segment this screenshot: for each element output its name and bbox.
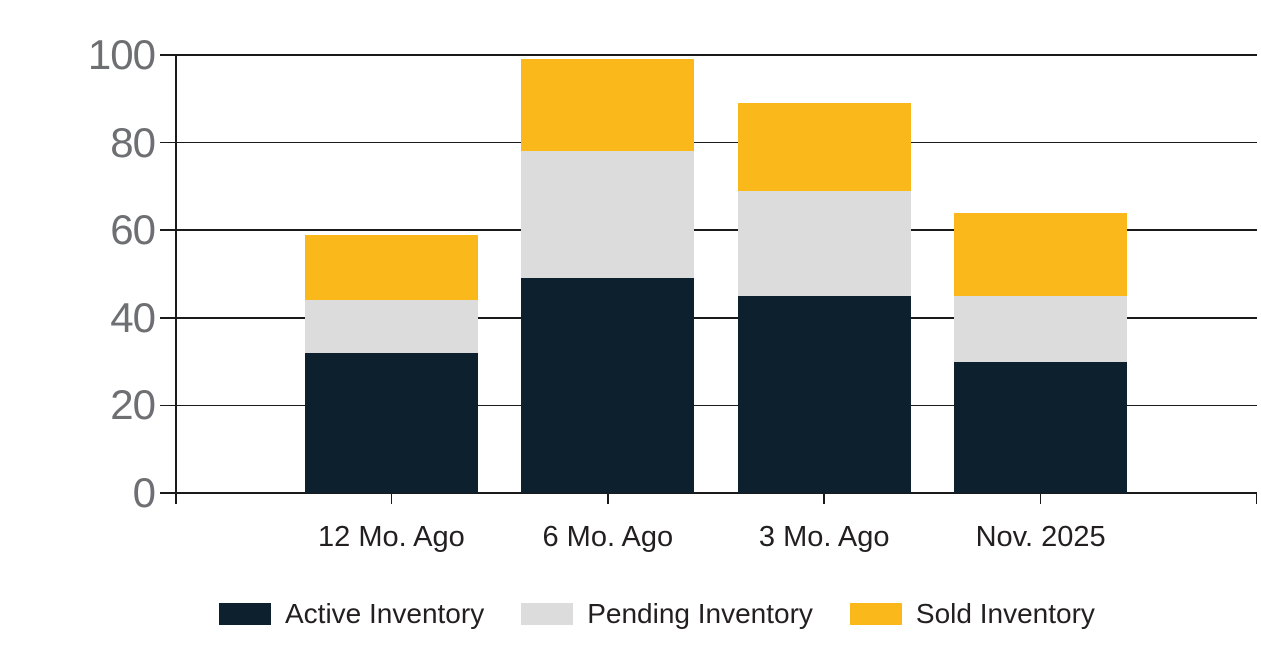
- gridline-y-80: [160, 141, 1257, 144]
- bar-segment-active-inventory-2: [521, 278, 695, 493]
- bar-segment-active-inventory-3: [737, 295, 911, 493]
- legend-swatch: [219, 603, 271, 625]
- gridline-y-100: [160, 54, 1257, 56]
- y-tick-label: 40: [110, 293, 156, 341]
- legend-label: Sold Inventory: [915, 598, 1095, 629]
- y-tick-label: 60: [110, 206, 156, 254]
- x-axis-label: 12 Mo. Ago: [318, 521, 465, 553]
- legend-label: Pending Inventory: [587, 598, 813, 629]
- y-tick-label: 20: [110, 381, 156, 429]
- gridline-y-0: [160, 492, 1257, 494]
- legend-swatch: [849, 603, 902, 625]
- legend-swatch: [521, 603, 574, 625]
- legend-label: Active Inventory: [285, 598, 485, 629]
- gridline-y-20: [160, 404, 1257, 407]
- x-axis-label: Nov. 2025: [975, 521, 1106, 553]
- legend-item-pending-inventory: Pending Inventory: [521, 598, 813, 630]
- bar-segment-sold-inventory-3: [737, 103, 911, 191]
- x-axis-label: 3 Mo. Ago: [758, 521, 890, 553]
- gridline-y-40: [160, 317, 1257, 319]
- y-tick-label: 0: [132, 469, 156, 516]
- bar-segment-sold-inventory-4: [954, 212, 1128, 296]
- x-axis-tick: [823, 493, 825, 504]
- bar-segment-pending-inventory-1: [304, 300, 478, 353]
- gridline-y-60: [160, 229, 1257, 231]
- y-axis-line: [175, 55, 177, 504]
- bar-segment-pending-inventory-4: [954, 295, 1128, 362]
- bar-segment-sold-inventory-2: [521, 59, 695, 152]
- bar-segment-pending-inventory-3: [737, 190, 911, 296]
- x-axis-tick: [390, 493, 393, 504]
- x-axis-tick: [1039, 493, 1042, 504]
- y-tick-label: 100: [87, 31, 156, 78]
- legend-item-sold-inventory: Sold Inventory: [849, 598, 1095, 630]
- x-axis-label: 6 Mo. Ago: [542, 521, 674, 553]
- bar-segment-sold-inventory-1: [304, 234, 478, 301]
- bar-segment-pending-inventory-2: [521, 151, 695, 279]
- x-axis-tick: [607, 493, 609, 504]
- bar-segment-active-inventory-4: [954, 361, 1128, 493]
- chart-legend: Active Inventory Pending Inventory Sold In…: [219, 598, 1095, 630]
- legend-item-active-inventory: Active Inventory: [219, 598, 484, 630]
- x-axis-end-tick: [1255, 493, 1257, 504]
- bar-segment-active-inventory-1: [304, 352, 478, 493]
- y-tick-label: 80: [110, 118, 156, 166]
